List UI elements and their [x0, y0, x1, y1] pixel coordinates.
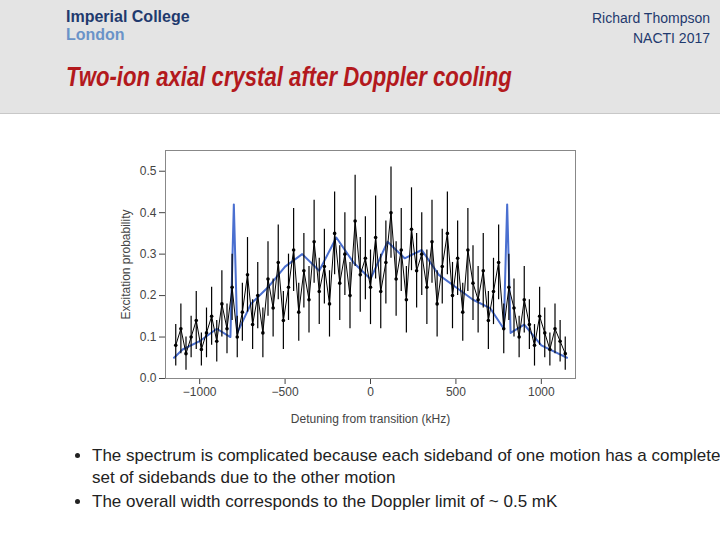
html-text:NACTI 2017: NACTI 2017 — [633, 30, 710, 46]
svg-text:−1000: −1000 — [183, 385, 217, 399]
html-text:Imperial College: Imperial College — [66, 8, 190, 25]
svg-text:−500: −500 — [272, 385, 299, 399]
svg-text:0.0: 0.0 — [140, 371, 157, 385]
svg-text:0.3: 0.3 — [140, 247, 157, 261]
svg-text:Excitation probability: Excitation probability — [119, 209, 133, 319]
html-text:Two-ion axial crystal after Do: Two-ion axial crystal after Doppler cool… — [66, 62, 512, 92]
html-text:The overall width corresponds: The overall width corresponds to the Dop… — [92, 492, 558, 511]
svg-text:0.2: 0.2 — [140, 288, 157, 302]
svg-text:0: 0 — [367, 385, 374, 399]
svg-text:0.4: 0.4 — [140, 206, 157, 220]
svg-text:0.1: 0.1 — [140, 330, 157, 344]
svg-text:Detuning from transition (kHz): Detuning from transition (kHz) — [291, 412, 450, 426]
html-text:Richard Thompson: Richard Thompson — [592, 10, 710, 26]
svg-text:1000: 1000 — [528, 385, 555, 399]
svg-text:0.5: 0.5 — [140, 164, 157, 178]
html-text:London: London — [66, 26, 125, 43]
html-text:The spectrum is complicated be: The spectrum is complicated because each… — [92, 446, 720, 487]
svg-text:500: 500 — [446, 385, 466, 399]
